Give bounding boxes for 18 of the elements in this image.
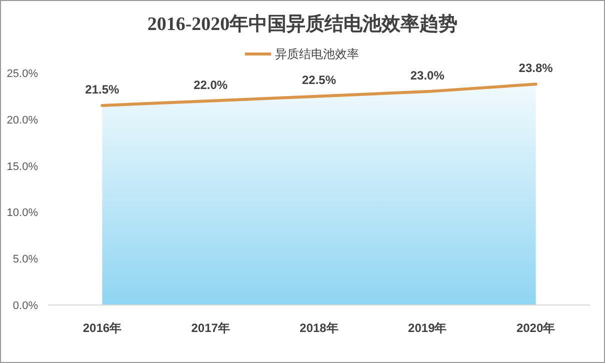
- data-label: 22.5%: [302, 73, 336, 88]
- x-tick-label: 2017年: [191, 321, 230, 335]
- data-label: 21.5%: [85, 82, 120, 96]
- y-tick-label: 25.0%: [6, 68, 38, 80]
- x-tick-label: 2016年: [82, 321, 122, 335]
- y-tick-label: 5.0%: [12, 254, 38, 266]
- y-tick-label: 0.0%: [12, 300, 38, 312]
- data-label: 23.0%: [410, 68, 445, 83]
- y-tick-label: 10.0%: [6, 207, 38, 220]
- y-tick-label: 20.0%: [6, 114, 38, 126]
- y-tick-label: 15.0%: [6, 160, 38, 173]
- x-tick-label: 2019年: [408, 321, 447, 335]
- chart-title: 2016-2020年中国异质结电池效率趋势: [147, 13, 458, 35]
- x-tick-label: 2020年: [516, 321, 556, 335]
- data-label: 23.8%: [518, 61, 554, 76]
- data-label: 22.0%: [194, 78, 228, 92]
- x-tick-label: 2018年: [300, 321, 338, 335]
- legend-label: 异质结电池效率: [275, 47, 359, 61]
